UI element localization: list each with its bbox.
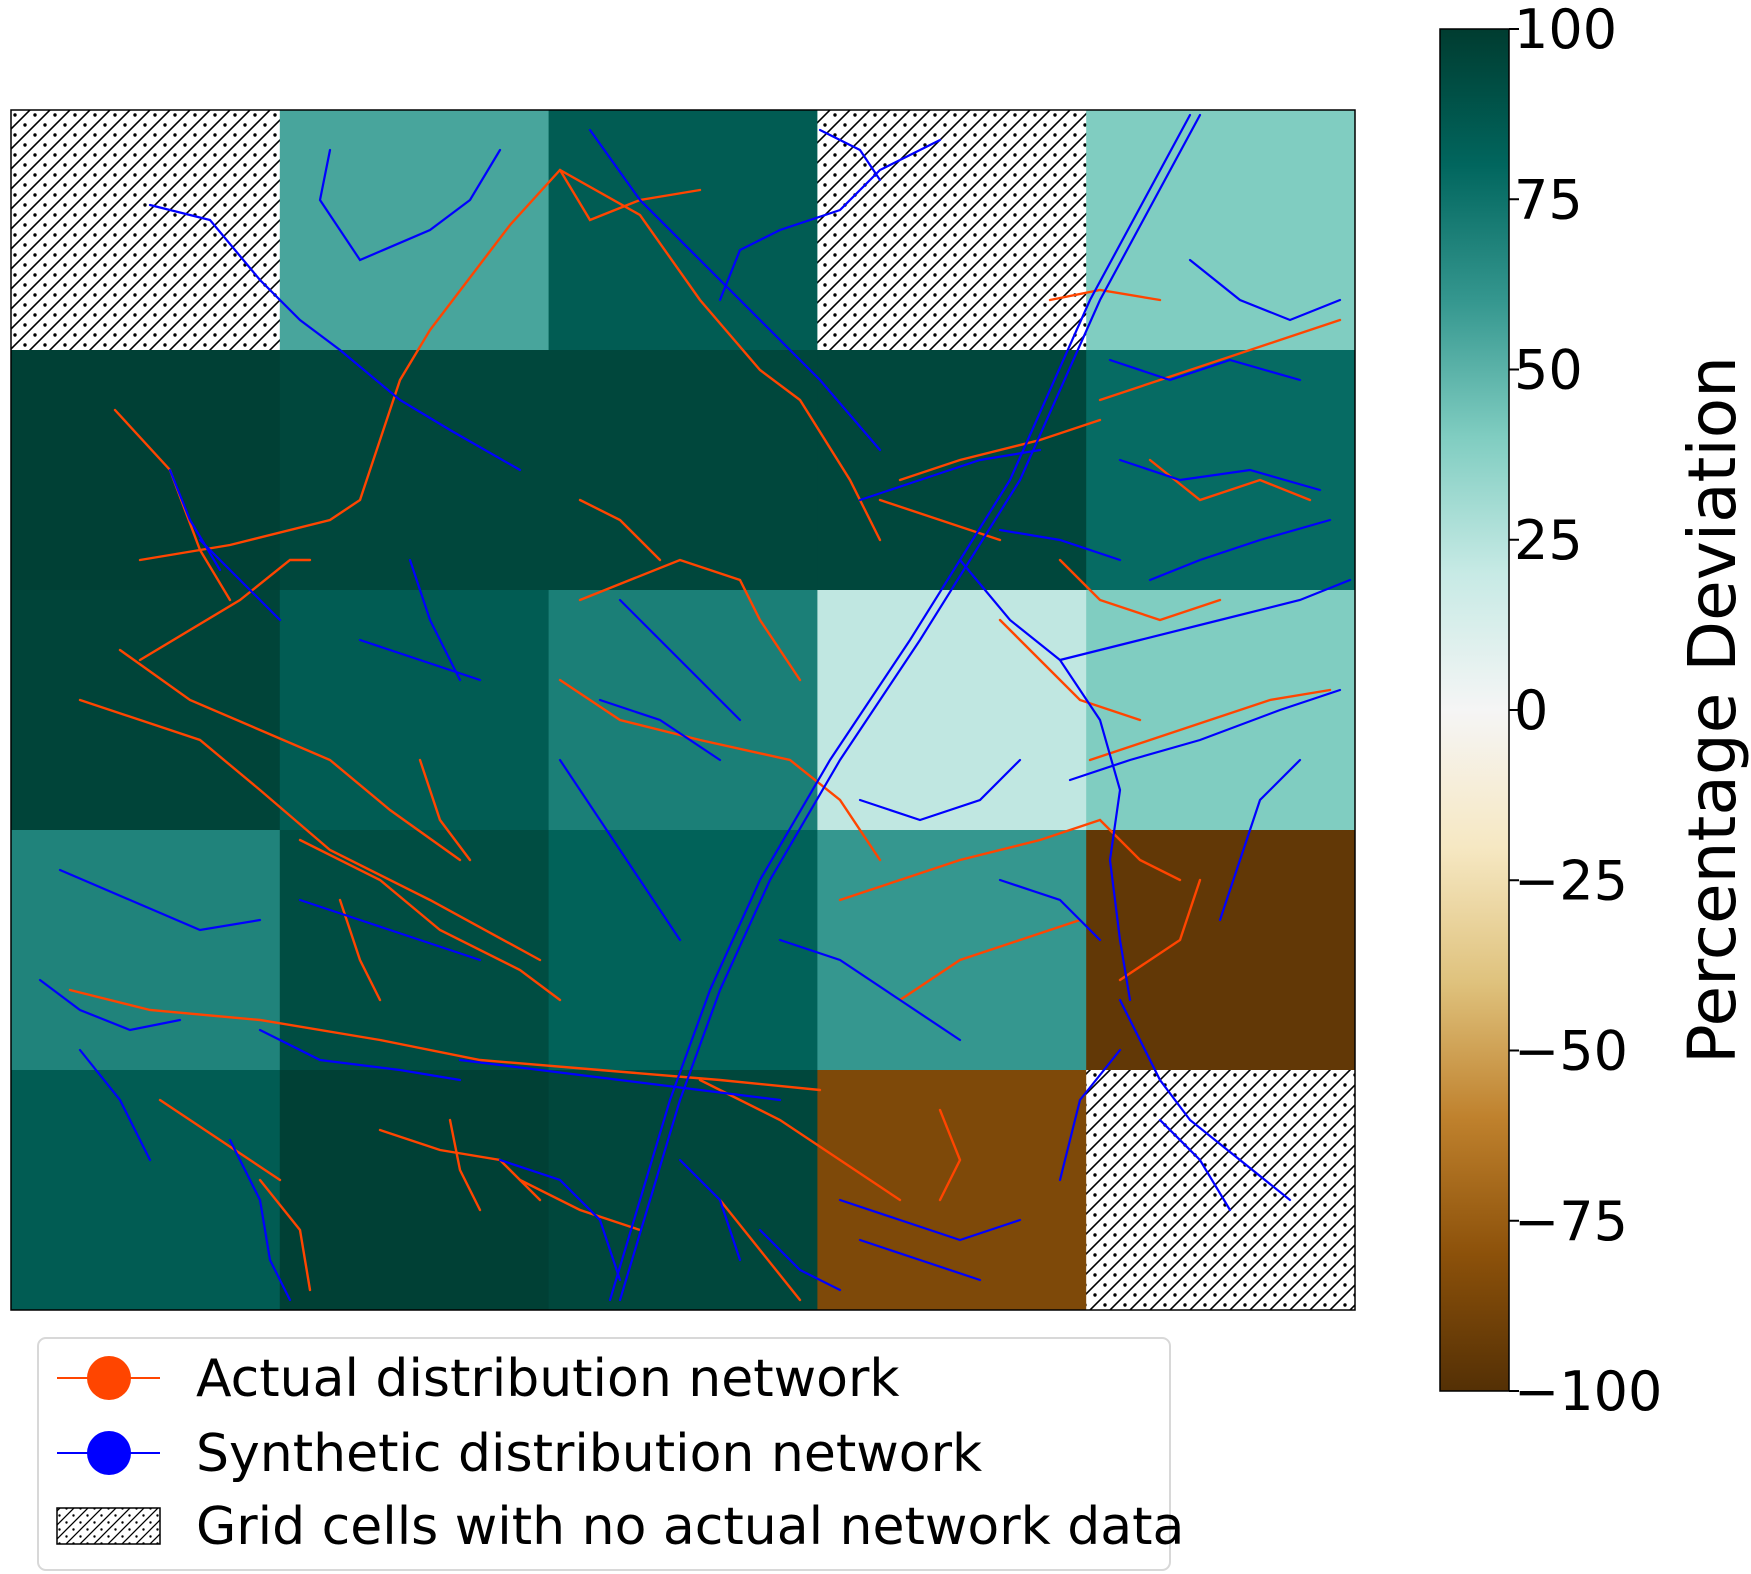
legend-marker-synthetic <box>87 1431 131 1475</box>
grid-cell <box>279 110 550 351</box>
legend-label-synthetic: Synthetic distribution network <box>196 1424 982 1484</box>
grid-cell <box>817 1070 1087 1311</box>
colorbar-tick-label: −50 <box>1514 1020 1628 1083</box>
colorbar-gradient <box>1439 28 1510 1392</box>
colorbar-ticks: 100 75 50 25 0 −25 −50 −75 −100 <box>1509 0 1662 1423</box>
legend: Actual distribution network Synthetic di… <box>37 1337 1184 1571</box>
grid-cell <box>1086 830 1356 1071</box>
actual-network-lines <box>68 168 1342 1302</box>
grid-cell <box>279 1070 550 1311</box>
colorbar-tick-label: 0 <box>1514 679 1548 742</box>
grid-cell <box>817 590 1087 831</box>
grid-cell <box>1086 110 1356 351</box>
legend-hatch-swatch <box>56 1507 161 1545</box>
colorbar-tick-label: 50 <box>1514 339 1583 402</box>
colorbar-label: Percentage Deviation <box>1674 356 1751 1064</box>
legend-entry-actual: Actual distribution network <box>57 1349 899 1409</box>
colorbar-tick-label: −75 <box>1514 1190 1628 1253</box>
grid-cell <box>11 590 281 831</box>
legend-entry-no-data: Grid cells with no actual network data <box>56 1497 1184 1557</box>
grid-cell <box>1086 350 1356 591</box>
grid-cell <box>279 350 550 591</box>
grid-cell <box>817 830 1087 1071</box>
grid-cell-no-data <box>11 110 281 351</box>
grid-cell <box>548 830 818 1071</box>
colorbar-tick-label: −25 <box>1514 849 1628 912</box>
grid-cell <box>11 830 281 1071</box>
grid-cell <box>548 110 818 351</box>
grid-cell <box>279 830 550 1071</box>
legend-label-no-data: Grid cells with no actual network data <box>196 1497 1184 1557</box>
heatmap-cells <box>11 110 1356 1311</box>
synthetic-network-lines <box>38 113 1352 1302</box>
network-overlay <box>38 113 1352 1302</box>
colorbar-tick-label: −100 <box>1514 1360 1662 1423</box>
grid-cell <box>548 590 818 831</box>
grid-cell-no-data <box>1086 1070 1356 1311</box>
grid-cell <box>548 1070 818 1311</box>
legend-marker-actual <box>87 1356 131 1400</box>
grid-cell <box>11 350 281 591</box>
legend-entry-synthetic: Synthetic distribution network <box>57 1424 982 1484</box>
grid-cell <box>1086 590 1356 831</box>
grid-cell-no-data <box>817 110 1087 351</box>
colorbar-tick-label: 100 <box>1514 0 1617 61</box>
colorbar: 100 75 50 25 0 −25 −50 −75 −100 Percentage Devia… <box>1439 0 1751 1423</box>
plot-frame <box>10 109 1356 1311</box>
grid-cell <box>279 590 550 831</box>
grid-cell <box>11 1070 281 1311</box>
legend-frame <box>37 1337 1171 1571</box>
colorbar-tick-label: 75 <box>1514 168 1583 231</box>
grid-cell <box>548 350 818 591</box>
colorbar-tick-label: 25 <box>1514 509 1583 572</box>
legend-label-actual: Actual distribution network <box>196 1349 899 1409</box>
